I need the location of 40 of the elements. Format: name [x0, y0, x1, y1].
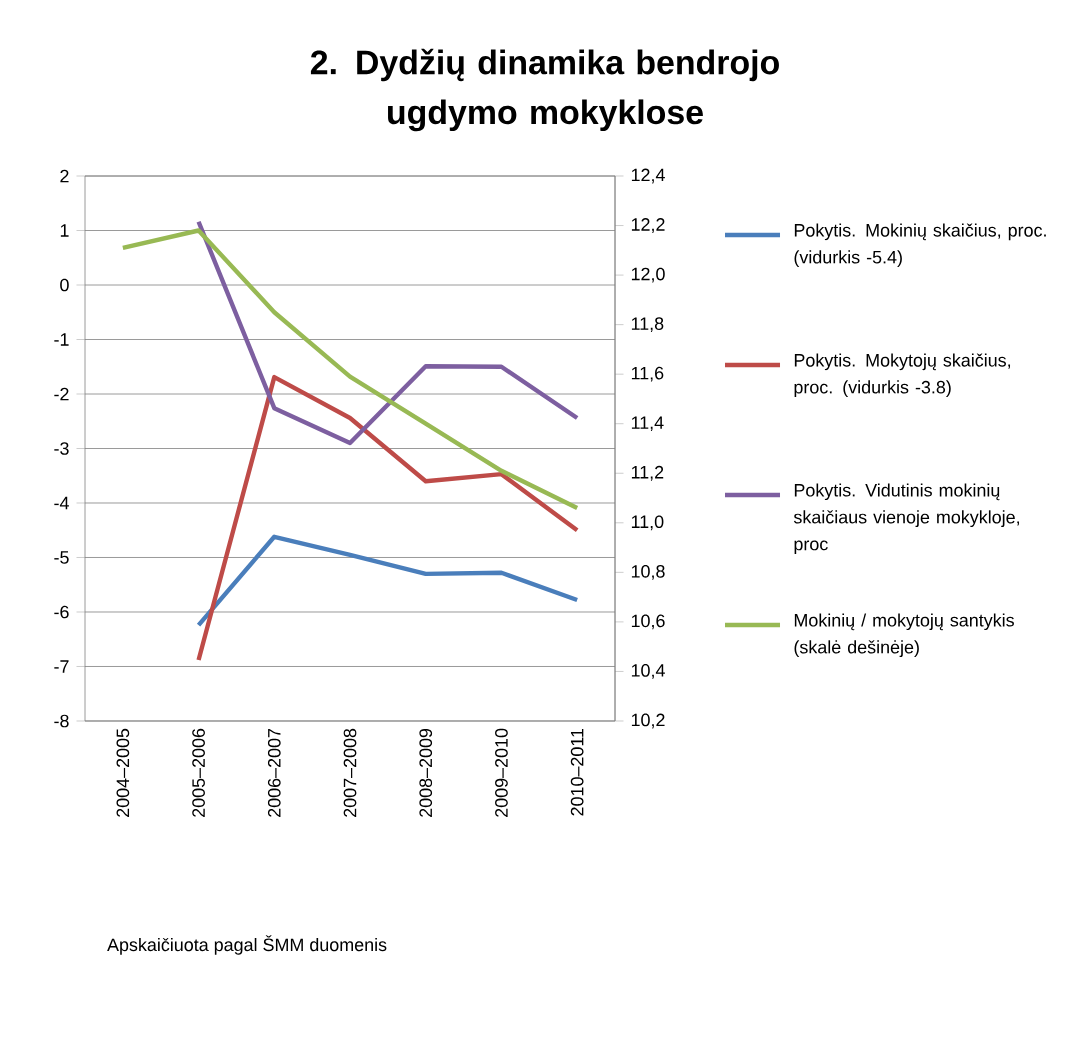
- y2-tick-label: 11,0: [631, 515, 664, 531]
- y-tick-label: -5: [54, 551, 69, 564]
- y2-tick-label: 12,4: [631, 168, 665, 184]
- y-tick-label: -8: [54, 714, 69, 728]
- y-tick-label: -4: [54, 496, 69, 510]
- y-tick-label: 2: [60, 169, 69, 183]
- y2-tick-label: 10,6: [631, 614, 665, 630]
- x-tick-label: 2004–2005: [116, 728, 130, 817]
- line-series: [196, 534, 580, 628]
- y-tick-label: -2: [54, 387, 69, 401]
- y-tick-label: 0: [60, 278, 69, 292]
- legend-label: Pokytis. Vidutinis mokinių skaičiaus vienoje mokykloje, proc: [793, 483, 1019, 554]
- x-tick-label: 2005–2006: [192, 728, 205, 817]
- y2-tick-label: 11,6: [631, 366, 664, 382]
- y2-tick-label: 11,2: [631, 465, 664, 481]
- x-tick-label: 2010–2011: [570, 728, 584, 816]
- y2-tick-label: 10,2: [631, 713, 665, 729]
- y-tick-label: 1: [60, 224, 69, 237]
- y-tick-label: -7: [54, 660, 69, 673]
- legend-label: Mokinių / mokytojų santykis (skalė dešinėje): [794, 613, 1014, 658]
- y2-tick-label: 12,0: [631, 267, 665, 283]
- line-series: [196, 219, 580, 446]
- x-tick-label: 2007–2008: [343, 728, 357, 817]
- y2-tick-label: 11,4: [631, 416, 664, 432]
- x-tick-label: 2006–2007: [267, 728, 281, 817]
- y2-tick-label: 12,2: [631, 218, 665, 233]
- line-series: [196, 374, 580, 663]
- x-tick-label: 2009–2010: [495, 728, 508, 817]
- legend-label: Pokytis. Mokytojų skaičius, proc. (vidurkis -3.8): [794, 353, 1011, 398]
- y2-tick-label: 10,8: [631, 564, 665, 580]
- legend-label: Pokytis. Mokinių skaičius, proc. (vidurkis -5.4): [794, 223, 1046, 268]
- x-tick-label: 2008–2009: [419, 728, 433, 817]
- y2-tick-label: 10,4: [631, 664, 665, 679]
- y-tick-label: -1: [54, 333, 69, 346]
- y2-tick-label: 11,8: [631, 317, 664, 333]
- chart-title: 2. Dydžių dinamika bendrojo ugdymo mokyklose: [310, 48, 779, 132]
- line-series: [120, 228, 580, 511]
- y-tick-label: -6: [54, 605, 69, 619]
- y-tick-label: -3: [54, 442, 69, 455]
- text: Apskaičiuota pagal ŠMM duomenis: [107, 935, 387, 955]
